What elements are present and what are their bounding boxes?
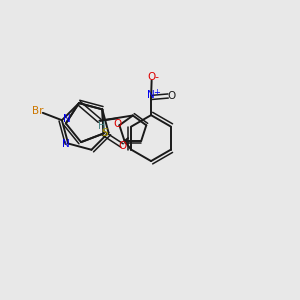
Text: N: N (147, 90, 155, 100)
Text: O: O (167, 91, 176, 101)
Text: N: N (62, 139, 70, 148)
Text: +: + (153, 88, 160, 97)
Text: H: H (98, 121, 105, 131)
Text: O: O (114, 119, 122, 129)
Text: N: N (63, 114, 71, 124)
Text: -: - (155, 72, 159, 82)
Text: O: O (118, 140, 126, 151)
Text: O: O (148, 72, 156, 82)
Text: S: S (102, 128, 108, 139)
Text: Br: Br (32, 106, 43, 116)
